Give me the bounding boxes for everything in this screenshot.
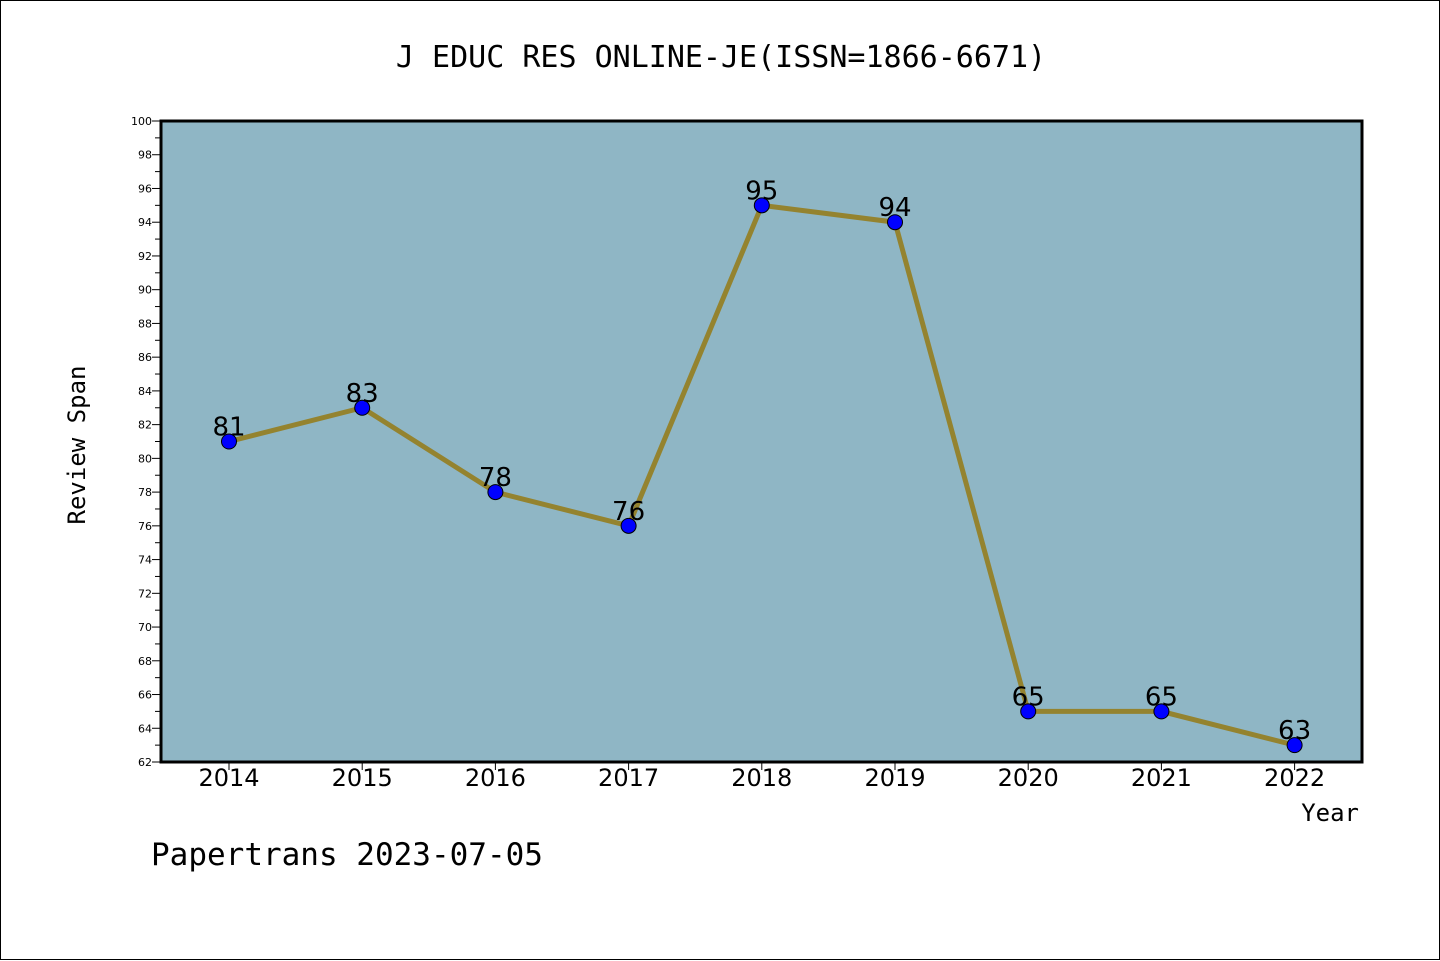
data-label: 63 <box>1278 716 1311 746</box>
y-tick-label: 70 <box>138 621 152 634</box>
chart-title: J EDUC RES ONLINE-JE(ISSN=1866-6671) <box>396 40 1046 75</box>
y-tick-label: 76 <box>138 520 152 533</box>
data-point <box>1286 737 1303 754</box>
data-point <box>620 517 637 534</box>
y-tick-label: 88 <box>138 317 152 330</box>
x-tick-label: 2017 <box>598 764 659 792</box>
y-tick-label: 68 <box>138 655 152 668</box>
data-point <box>887 214 903 231</box>
data-label: 81 <box>212 413 245 443</box>
data-series: 81 83 78 76 95 94 65 65 63 <box>212 176 1311 754</box>
x-tick-label: 2020 <box>998 764 1059 792</box>
y-tick-label: 64 <box>138 722 152 735</box>
footer-text: Papertrans 2023-07-05 <box>151 837 543 873</box>
x-tick-label: 2014 <box>198 764 259 792</box>
y-tick-label: 84 <box>138 385 152 398</box>
x-tick-label: 2018 <box>731 764 792 792</box>
y-tick-label: 90 <box>138 284 152 297</box>
y-tick-label: 62 <box>138 756 152 769</box>
data-point <box>1153 703 1170 720</box>
y-tick-label: 78 <box>138 486 152 499</box>
data-label: 83 <box>346 379 379 409</box>
y-tick-label: 66 <box>138 689 152 702</box>
data-label: 95 <box>745 176 778 206</box>
data-point <box>354 399 371 416</box>
y-axis-label: Review Span <box>63 366 91 525</box>
y-axis-ticks: 62 64 66 68 70 72 74 76 78 80 82 84 86 88 90 92 94 96 98 10… <box>131 115 161 769</box>
y-tick-label: 72 <box>138 587 152 600</box>
data-label: 78 <box>479 463 512 493</box>
data-point <box>487 484 504 501</box>
data-label: 65 <box>1145 682 1178 712</box>
x-tick-label: 2021 <box>1131 764 1192 792</box>
data-point <box>753 197 770 214</box>
y-tick-label: 98 <box>138 149 152 162</box>
x-tick-label: 2016 <box>465 764 526 792</box>
data-label: 76 <box>612 497 645 527</box>
y-tick-label: 80 <box>138 452 152 465</box>
x-tick-label: 2022 <box>1264 764 1325 792</box>
data-label: 94 <box>878 193 911 223</box>
data-point <box>221 433 237 450</box>
data-point <box>1020 703 1037 720</box>
x-axis-label: Year <box>1301 799 1359 827</box>
y-tick-label: 94 <box>138 216 152 229</box>
x-tick-label: 2019 <box>864 764 925 792</box>
y-tick-label: 82 <box>138 419 152 432</box>
x-axis-ticks: 2014 2015 2016 2017 2018 2019 2020 2021 2022 <box>198 762 1325 792</box>
data-label: 65 <box>1012 682 1045 712</box>
y-tick-label: 100 <box>131 115 152 128</box>
y-tick-label: 96 <box>138 182 152 195</box>
plot-area <box>161 121 1362 762</box>
x-tick-label: 2015 <box>332 764 393 792</box>
y-tick-label: 92 <box>138 250 152 263</box>
y-tick-label: 74 <box>138 554 152 567</box>
plot-border <box>159 119 1364 764</box>
y-tick-label: 86 <box>138 351 152 364</box>
